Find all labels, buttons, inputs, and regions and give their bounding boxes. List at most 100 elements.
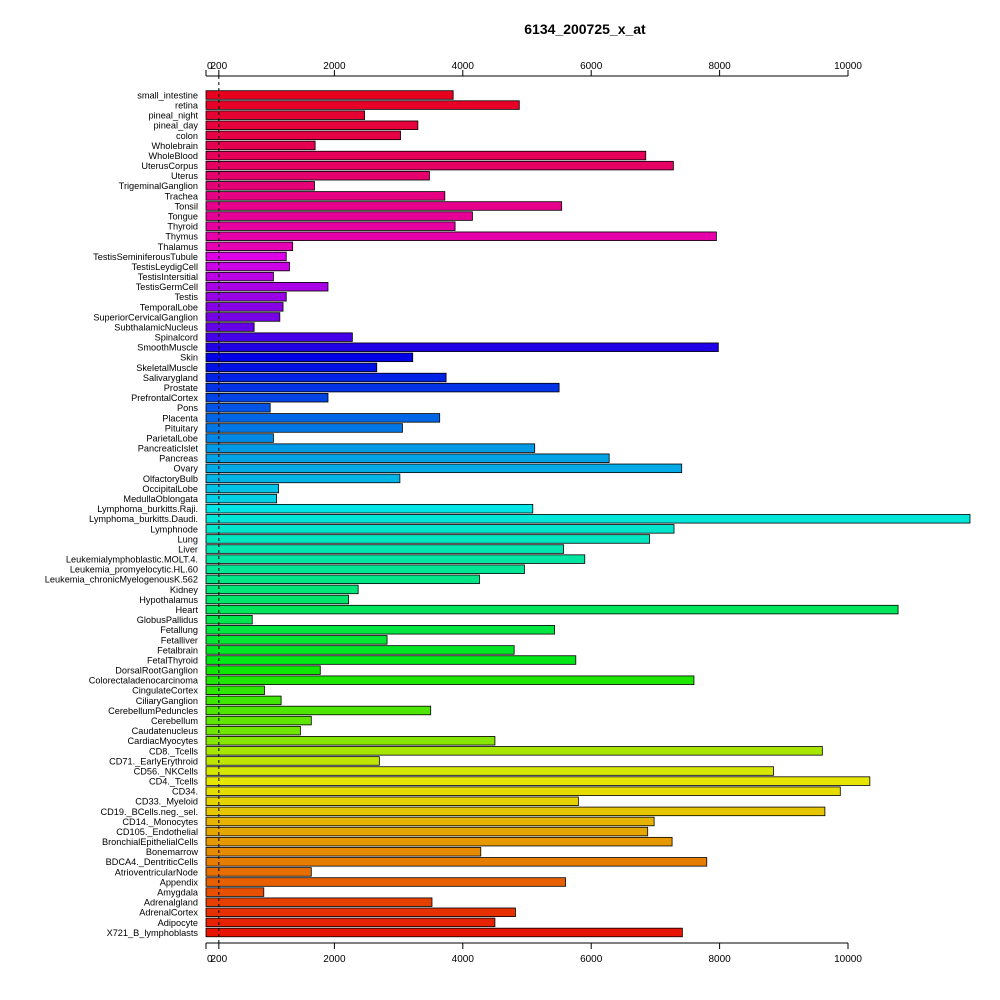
bar [205,816,655,827]
category-label: CiliaryGanglion [136,696,198,706]
bar [205,786,841,796]
bar [205,625,556,635]
category-label: Kidney [170,585,198,595]
bar [205,443,536,453]
bar [205,776,871,786]
category-label: Pons [177,403,198,413]
category-label: Ovary [173,464,198,474]
category-label: Placenta [162,413,199,423]
category-label: Prostate [164,383,198,393]
category-label: CD71._EarlyErythroid [109,756,198,766]
bar [205,332,353,342]
bar [205,766,774,776]
bar [205,857,708,867]
bar [205,604,899,615]
tick-label: 10000 [834,61,862,72]
bar [205,201,563,211]
category-label: SubthalamicNucleus [114,322,198,332]
bar [205,453,610,463]
category-label: TestisLeydigCell [132,262,198,272]
category-label: TemporalLobe [140,302,198,312]
category-label: UterusCorpus [141,161,198,171]
category-label: CD33._Myeloid [135,797,198,807]
category-label: TestisGermCell [136,282,198,292]
category-label: Lymphoma_burkitts.Daudi. [89,514,198,524]
bar [205,362,378,373]
bar [205,271,274,282]
category-label: Lymphoma_burkitts.Raji. [97,504,198,514]
bar [205,322,255,332]
bar [205,867,312,877]
bar [205,221,456,231]
bar [205,312,281,322]
category-label: Testis [175,292,199,302]
bar [205,110,365,120]
bar [205,382,560,393]
category-label: Pancreas [159,454,198,464]
category-label: Bonemarrow [146,847,198,857]
category-label: TrigeminalGanglion [119,181,198,191]
category-label: small_intestine [137,90,198,100]
bar [205,514,971,524]
tick-label: 200 [210,61,227,72]
category-label: X721_B_lymphoblasts [107,928,199,938]
category-label: SmoothMuscle [137,343,198,353]
category-label: CingulateCortex [132,686,198,696]
bar [205,392,329,403]
category-label: Cerebellum [151,716,198,726]
bar [205,746,823,756]
bar [205,695,282,706]
bar [205,251,287,262]
bars-group [205,90,971,938]
category-label: TestisSeminiferousTubule [93,252,198,262]
bar [205,584,359,595]
bar [205,836,673,847]
bar [205,211,473,221]
bar [205,614,253,625]
bar [205,564,525,574]
tick-label: 2000 [323,61,346,72]
bar [205,887,265,897]
category-label: pineal_day [154,121,199,131]
bar [205,100,520,110]
bar [205,917,496,928]
bar [205,120,419,130]
category-label: CD34. [172,787,198,797]
bar [205,261,290,272]
category-labels-group: small_intestineretinapineal_nightpineal_… [45,90,199,937]
category-label: PrefrontalCortex [131,393,198,403]
category-label: Fetalbrain [157,645,198,655]
bar [205,282,329,292]
bar [205,907,516,917]
bar [205,171,430,181]
bar [205,473,401,484]
category-label: TestisIntersitial [138,272,198,282]
tick-label: 8000 [708,61,731,72]
category-label: Salivarygland [143,373,198,383]
bar [205,463,683,474]
category-label: CD14._Monocytes [122,817,198,827]
category-label: AtrioventricularNode [115,867,198,877]
category-label: CerebellumPeduncles [108,706,198,716]
bar [205,655,577,665]
chart-title: 6134_200725_x_at [524,21,646,37]
category-label: Leukemia_chronicMyelogenousK.562 [45,575,198,585]
category-label: WholeBlood [148,151,198,161]
category-label: Caudatenucleus [132,726,199,736]
bar [205,897,433,907]
bar [205,524,675,534]
category-label: Thymus [165,232,198,242]
category-label: Thalamus [158,242,199,252]
bar [205,725,301,736]
category-label: Amygdala [157,888,199,898]
bar [205,544,564,554]
tick-label: 6000 [580,954,603,965]
bar [205,534,651,544]
bar [205,554,586,564]
bar [205,191,446,201]
category-label: Leukemia_promyelocytic.HL.60 [70,565,198,575]
bar [205,756,380,766]
category-label: PancreaticIslet [138,444,199,454]
